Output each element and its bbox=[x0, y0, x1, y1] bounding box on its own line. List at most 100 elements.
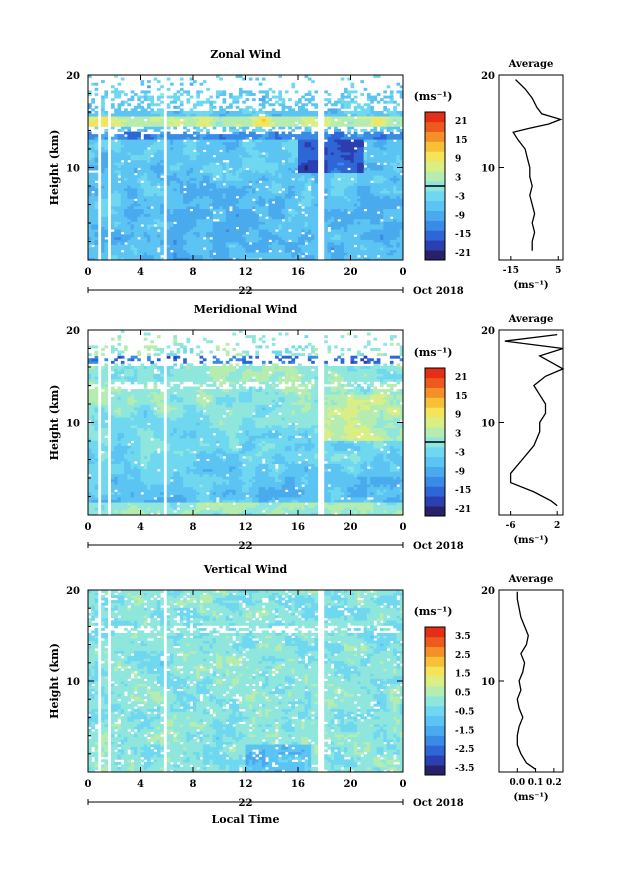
heatmap-cell bbox=[130, 224, 135, 227]
heatmap-cell bbox=[347, 105, 351, 109]
heatmap-cell bbox=[225, 172, 230, 176]
heatmap-cell bbox=[229, 123, 233, 127]
heatmap-cell bbox=[156, 152, 161, 156]
heatmap-cell bbox=[104, 152, 109, 156]
heatmap-cell bbox=[360, 190, 365, 194]
heatmap-cell bbox=[215, 198, 220, 202]
heatmap-cell bbox=[281, 177, 286, 181]
heatmap-cell bbox=[373, 164, 378, 168]
heatmap-cell bbox=[143, 193, 148, 197]
heatmap-cell bbox=[252, 170, 256, 174]
heatmap-cell bbox=[156, 134, 161, 138]
heatmap-cell bbox=[248, 141, 253, 145]
heatmap-cell bbox=[229, 118, 233, 122]
heatmap-cell bbox=[186, 149, 191, 153]
heatmap-cell bbox=[229, 116, 233, 120]
heatmap-cell bbox=[304, 195, 309, 199]
heatmap-cell bbox=[91, 236, 95, 240]
heatmap-cell bbox=[110, 185, 115, 189]
heatmap-cell bbox=[196, 234, 200, 238]
heatmap-cell bbox=[196, 144, 200, 148]
heatmap-cell bbox=[124, 218, 128, 222]
heatmap-cell bbox=[271, 177, 276, 181]
heatmap-cell bbox=[133, 136, 138, 140]
heatmap-cell bbox=[271, 134, 276, 138]
heatmap-cell bbox=[183, 121, 187, 125]
heatmap-cell bbox=[327, 216, 332, 220]
heatmap-cell bbox=[301, 236, 305, 240]
heatmap-cell bbox=[268, 247, 273, 251]
heatmap-cell bbox=[350, 175, 355, 179]
heatmap-cell bbox=[202, 170, 207, 174]
heatmap-cell bbox=[337, 108, 342, 112]
heatmap-cell bbox=[179, 134, 184, 138]
heatmap-cell bbox=[370, 193, 374, 197]
heatmap-cell bbox=[278, 159, 282, 163]
heatmap-cell bbox=[166, 224, 171, 227]
heatmap-cell bbox=[376, 226, 381, 230]
heatmap-cell bbox=[147, 162, 151, 166]
heatmap-cell bbox=[170, 154, 174, 158]
heatmap-cell bbox=[153, 157, 158, 161]
heatmap-cell bbox=[124, 152, 128, 156]
heatmap-cell bbox=[238, 134, 243, 138]
heatmap-cell bbox=[124, 221, 128, 225]
heatmap-cell bbox=[347, 95, 351, 99]
heatmap-cell bbox=[265, 116, 269, 120]
heatmap-cell bbox=[143, 144, 148, 148]
heatmap-cell bbox=[156, 182, 161, 186]
heatmap-cell bbox=[160, 242, 164, 245]
heatmap-cell bbox=[91, 139, 95, 143]
heatmap-cell bbox=[156, 224, 161, 227]
heatmap-cell bbox=[225, 188, 230, 192]
heatmap-cell bbox=[189, 190, 194, 194]
heatmap-cell bbox=[304, 113, 309, 117]
heatmap-cell bbox=[114, 242, 118, 245]
heatmap-cell bbox=[193, 247, 197, 251]
heatmap-cell bbox=[189, 146, 194, 150]
heatmap-cell bbox=[380, 154, 384, 158]
heatmap-cell bbox=[268, 164, 273, 168]
heatmap-cell bbox=[179, 254, 184, 258]
heatmap-cell bbox=[255, 152, 260, 156]
heatmap-cell bbox=[120, 103, 125, 107]
heatmap-cell bbox=[88, 236, 92, 240]
heatmap-cell bbox=[120, 218, 125, 222]
heatmap-cell bbox=[278, 221, 282, 225]
heatmap-cell bbox=[232, 198, 237, 202]
heatmap-cell bbox=[311, 144, 315, 148]
heatmap-cell bbox=[334, 159, 338, 163]
heatmap-cell bbox=[110, 85, 115, 89]
heatmap-cell bbox=[275, 131, 279, 135]
heatmap-cell bbox=[104, 226, 109, 230]
heatmap-cell bbox=[245, 239, 250, 243]
heatmap-cell bbox=[133, 247, 138, 251]
heatmap-cell bbox=[245, 105, 250, 109]
heatmap-cell bbox=[114, 206, 118, 210]
heatmap-cell bbox=[275, 257, 279, 261]
heatmap-cell bbox=[252, 216, 256, 220]
heatmap-cell bbox=[156, 206, 161, 210]
heatmap-cell bbox=[176, 221, 181, 225]
heatmap-cell bbox=[202, 159, 207, 163]
heatmap-cell bbox=[265, 200, 269, 204]
heatmap-cell bbox=[206, 152, 210, 156]
heatmap-cell bbox=[232, 110, 237, 114]
heatmap-cell bbox=[88, 164, 92, 168]
heatmap-cell bbox=[153, 170, 158, 174]
heatmap-cell bbox=[91, 208, 95, 212]
heatmap-cell bbox=[124, 193, 128, 197]
heatmap-cell bbox=[235, 131, 240, 135]
heatmap-cell bbox=[219, 139, 223, 143]
heatmap-cell bbox=[117, 177, 122, 181]
heatmap-cell bbox=[330, 123, 335, 127]
heatmap-cell bbox=[288, 118, 292, 122]
heatmap-cell bbox=[225, 224, 230, 227]
heatmap-cell bbox=[225, 152, 230, 156]
heatmap-cell bbox=[117, 200, 122, 204]
heatmap-cell bbox=[189, 244, 194, 248]
heatmap-cell bbox=[130, 226, 135, 230]
heatmap-cell bbox=[133, 123, 138, 127]
heatmap-cell bbox=[130, 216, 135, 220]
heatmap-cell bbox=[370, 254, 374, 258]
